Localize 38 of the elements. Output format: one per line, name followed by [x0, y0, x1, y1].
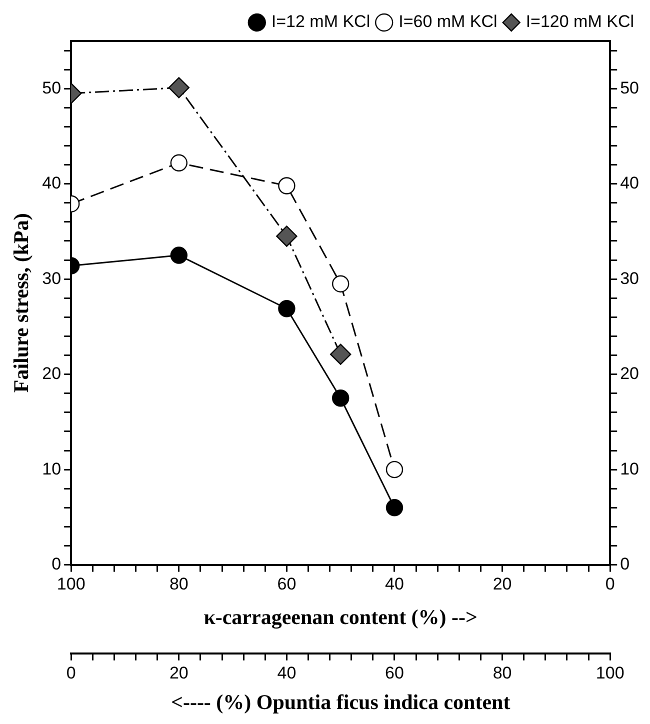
y2-tick-label: 10 [620, 459, 640, 478]
x-tick-label: 20 [492, 574, 512, 594]
x2-tick-label: 80 [492, 663, 512, 682]
point [278, 177, 296, 194]
point [330, 344, 352, 365]
legend-label: I=12 mM KCl [271, 12, 370, 32]
x-tick-label: 80 [169, 574, 188, 594]
x-tick-label: 0 [605, 574, 615, 594]
y-tick-label: 10 [42, 459, 62, 478]
y2-tick-label: 30 [620, 268, 640, 288]
x2-tick-label: 100 [596, 663, 624, 682]
y-axis-title: Failure stress, (kPa) [9, 213, 34, 393]
y-tick-label: 40 [42, 174, 62, 193]
x-tick-label: 40 [385, 574, 404, 594]
y-tick-label: 50 [42, 78, 62, 98]
x2-tick-label: 60 [385, 663, 404, 682]
x2-tick-label: 20 [169, 663, 188, 682]
point [276, 226, 298, 247]
point [278, 300, 296, 318]
y-tick-label: 30 [42, 268, 62, 288]
y2-tick-label: 0 [620, 554, 630, 574]
y-tick-label: 0 [52, 554, 62, 574]
x-tick-label: 60 [277, 574, 296, 594]
x2-tick-label: 40 [277, 663, 296, 682]
y-tick-label: 20 [42, 364, 62, 384]
x2-tick-label: 0 [66, 663, 76, 682]
point [332, 275, 350, 292]
point [386, 460, 404, 478]
x2-axis-title: <---- (%) Opuntia ficus indica content [170, 690, 510, 714]
y2-tick-label: 20 [620, 364, 640, 384]
legend-label: I=120 mM KCl [526, 12, 634, 32]
legend-label: I=60 mM KCl [398, 12, 498, 32]
x-axis-title: κ-carrageenan content (%) --> [204, 605, 478, 630]
y2-tick-label: 50 [620, 78, 640, 98]
point [386, 499, 404, 516]
point [332, 390, 350, 407]
y2-tick-label: 40 [620, 174, 640, 193]
x-tick-label: 100 [56, 574, 86, 594]
